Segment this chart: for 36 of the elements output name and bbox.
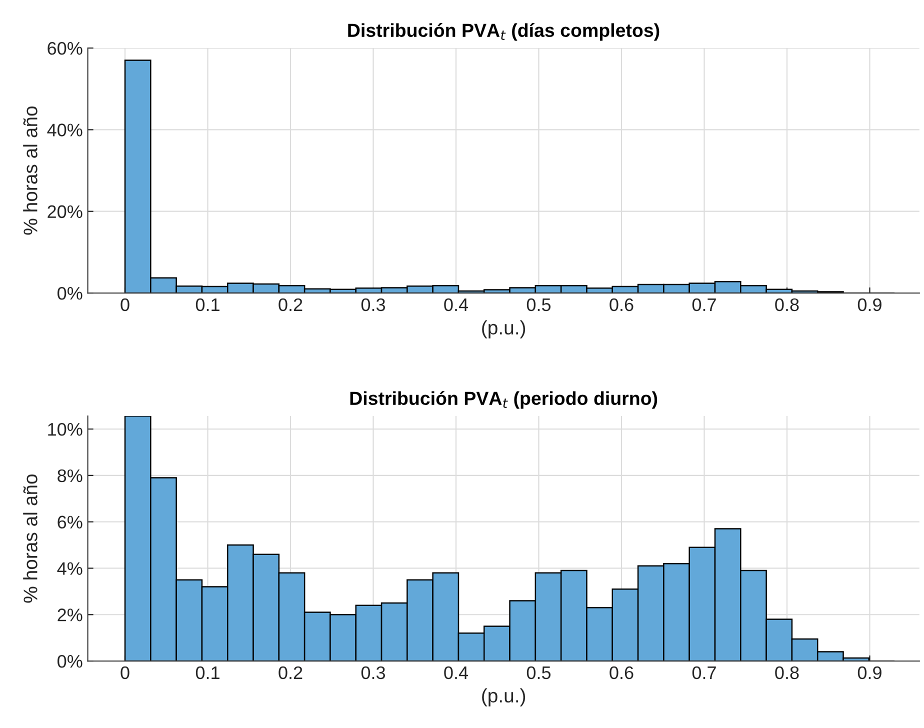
x-axis-title: (p.u.)	[482, 320, 526, 338]
x-tick-label: 0	[120, 298, 130, 312]
x-tick-label: 0.1	[196, 666, 220, 680]
y-tick-label: 4%	[57, 562, 82, 575]
x-tick-label: 0.8	[775, 666, 799, 680]
x-tick-label: 0.2	[278, 298, 302, 312]
x-tick-label: 0.6	[610, 666, 634, 680]
x-tick-label: 0.3	[361, 666, 386, 680]
x-tick-label: 0.7	[692, 666, 716, 680]
y-axis-title: % horas al año	[23, 106, 38, 235]
x-tick-label: 0.7	[692, 298, 716, 312]
y-tick-label: 8%	[58, 469, 82, 482]
y-axis-title: % horas al año	[23, 474, 38, 603]
x-tick-label: 0.5	[526, 666, 551, 680]
y-tick-label: 0%	[58, 286, 82, 300]
y-tick-label: 40%	[47, 124, 82, 136]
y-tick-label: 20%	[48, 205, 82, 218]
y-tick-label: 60%	[48, 42, 82, 55]
y-tick-label: 6%	[58, 516, 82, 529]
x-tick-label: 0.9	[858, 666, 882, 680]
y-tick-label: 2%	[58, 608, 82, 622]
x-tick-label: 0	[120, 666, 130, 680]
x-tick-label: 0.9	[858, 298, 882, 312]
x-axis-title: (p.u.)	[482, 688, 526, 706]
x-tick-label: 0.8	[775, 298, 799, 312]
x-tick-label: 0.5	[526, 298, 551, 312]
x-tick-label: 0.3	[361, 298, 386, 312]
x-tick-label: 0.2	[278, 666, 302, 680]
y-tick-label: 10%	[48, 422, 82, 436]
chart-title: Distribución PVA$_{t}$ (periodo diurno)	[350, 391, 658, 409]
x-tick-label: 0.4	[444, 666, 468, 680]
x-tick-label: 0.4	[444, 298, 468, 312]
chart-title: Distribución PVA$_{t}$ (días completos)	[348, 23, 660, 41]
x-tick-label: 0.1	[196, 298, 220, 312]
y-tick-label: 0%	[58, 654, 82, 668]
x-tick-label: 0.6	[610, 298, 634, 312]
